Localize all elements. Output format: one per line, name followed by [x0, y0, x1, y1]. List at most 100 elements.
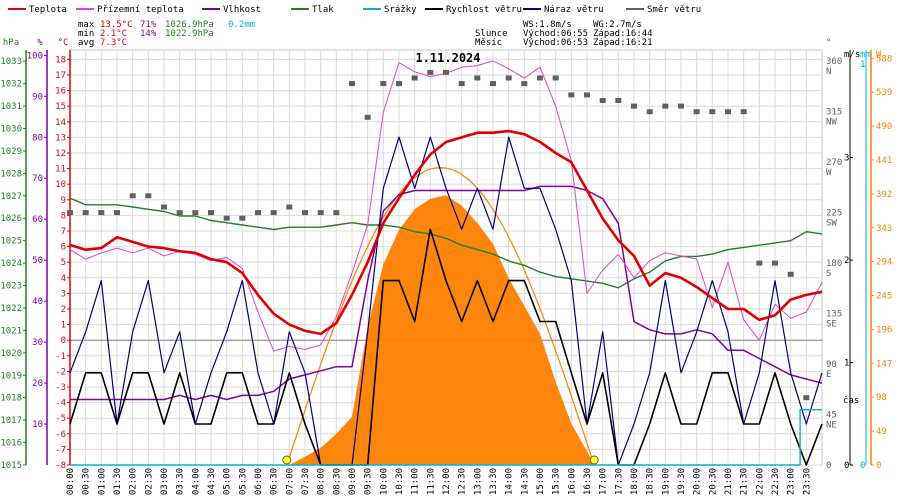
winddir-point: [505, 75, 512, 81]
temperature-tick-label: 3: [61, 289, 66, 299]
winddir-point: [458, 81, 465, 87]
winddir-compass-label: S: [826, 269, 831, 279]
x-tick-label: 16:30: [583, 468, 593, 495]
solar-tick-label: 245: [876, 292, 892, 302]
solar-tick-label: 98: [876, 393, 887, 403]
pressure-tick-label: 1016: [0, 439, 22, 449]
temperature-tick-label: 6: [61, 243, 66, 253]
legend-label: Náraz větru: [544, 5, 604, 15]
stat-hum: 14%: [140, 29, 157, 39]
winddir-point: [349, 81, 355, 87]
temperature-tick-label: 0: [61, 336, 66, 346]
temperature-tick-label: 15: [55, 102, 66, 112]
pressure-tick-label: 1024: [0, 259, 22, 269]
x-tick-label: 05:30: [238, 468, 248, 495]
x-tick-label: 07:00: [285, 468, 295, 495]
x-tick-label: 16:00: [567, 468, 577, 495]
x-tick-label: 06:00: [254, 468, 264, 495]
winddir-point: [129, 193, 136, 199]
temperature-tick-label: -3: [55, 383, 66, 393]
humidity-tick-label: 70: [32, 174, 43, 184]
temperature-tick-label: 8: [61, 211, 66, 221]
temperature-tick-label: 12: [55, 149, 66, 159]
winddir-point: [82, 210, 89, 216]
winddir-compass-label: NE: [826, 421, 837, 431]
winddir-point: [474, 75, 481, 81]
temperature-tick-label: -8: [55, 461, 66, 471]
solar-tick-label: 539: [876, 88, 892, 98]
pressure-tick-label: 1018: [0, 394, 22, 404]
solar-tick-label: 0: [876, 461, 881, 471]
winddir-point: [270, 210, 277, 216]
series-line-press: [69, 197, 823, 289]
temperature-tick-label: -5: [55, 414, 66, 424]
temperature-tick-label: 1: [61, 321, 66, 331]
temperature-tick-label: 13: [55, 133, 66, 143]
info-text: Západ:16:44: [593, 29, 653, 39]
pressure-tick-label: 1020: [0, 349, 22, 359]
solar-area: [289, 195, 595, 466]
winddir-tick-label: 135: [826, 310, 842, 320]
humidity-tick-label: 80: [32, 133, 43, 143]
x-tick-label: 12:00: [442, 468, 452, 495]
pressure-tick-label: 1027: [0, 192, 22, 202]
rain-tick-label: 1: [860, 60, 865, 70]
winddir-point: [725, 109, 731, 115]
winddir-compass-label: NW: [826, 118, 837, 128]
pressure-tick-label: 1025: [0, 237, 22, 247]
winddir-point: [333, 210, 340, 216]
stat-temp: 13.5°C: [100, 20, 133, 30]
pressure-tick-label: 1031: [0, 102, 22, 112]
legend-label: Teplota: [29, 5, 67, 15]
temperature-tick-label: 4: [61, 274, 66, 284]
pressure-tick-label: 1032: [0, 80, 22, 90]
x-tick-label: 04:00: [191, 468, 201, 495]
winddir-point: [255, 210, 261, 216]
humidity-tick-label: 30: [32, 338, 43, 348]
x-tick-label: 10:00: [379, 468, 389, 495]
winddir-point: [521, 81, 528, 87]
x-tick-label: 15:00: [536, 468, 546, 495]
pressure-tick-label: 1015: [0, 461, 22, 471]
temperature-tick-label: -4: [55, 399, 66, 409]
solar-tick-label: 441: [876, 156, 892, 166]
x-tick-label: 08:30: [332, 468, 342, 495]
x-tick-label: 01:30: [113, 468, 123, 495]
pressure-tick-label: 1017: [0, 416, 22, 426]
winddir-point: [678, 103, 684, 109]
humidity-tick-label: 60: [32, 215, 43, 225]
wind-unit: m/s: [844, 50, 860, 60]
series-line-temp: [69, 129, 823, 336]
humidity-tick-label: 100: [27, 51, 43, 61]
legend-label: Rychlost větru: [446, 5, 522, 15]
winddir-tick-label: 0: [826, 461, 831, 471]
winddir-tick-label: 225: [826, 209, 842, 219]
humidity-unit: %: [37, 38, 43, 48]
x-tick-label: 13:30: [489, 468, 499, 495]
pressure-tick-label: 1030: [0, 125, 22, 135]
winddir-point: [537, 75, 543, 81]
rain-unit: mm: [860, 50, 871, 60]
x-tick-label: 09:30: [364, 468, 374, 495]
stat-hum: 71%: [140, 20, 157, 30]
legend-label: Srážky: [384, 5, 417, 15]
temperature-tick-label: -2: [55, 367, 66, 377]
winddir-point: [615, 98, 622, 103]
pressure-tick-label: 1028: [0, 169, 22, 179]
winddir-tick-label: 90: [826, 360, 837, 370]
x-tick-label: 11:30: [426, 468, 436, 495]
pressure-tick-label: 1026: [0, 214, 22, 224]
info-text: WG:2.7m/s: [593, 20, 642, 30]
legend-label: Vlhkost: [223, 5, 261, 15]
rain-tick-label: 0: [860, 461, 865, 471]
solar-tick-label: 490: [876, 122, 892, 132]
x-tick-label: 22:00: [755, 468, 765, 495]
x-tick-label: 21:30: [740, 468, 750, 495]
solar-unit: W: [876, 50, 882, 60]
winddir-compass-label: N: [826, 67, 831, 77]
x-tick-label: 20:00: [693, 468, 703, 495]
winddir-point: [286, 204, 293, 210]
winddir-point: [709, 109, 716, 115]
stat-row-label: min: [78, 29, 94, 39]
